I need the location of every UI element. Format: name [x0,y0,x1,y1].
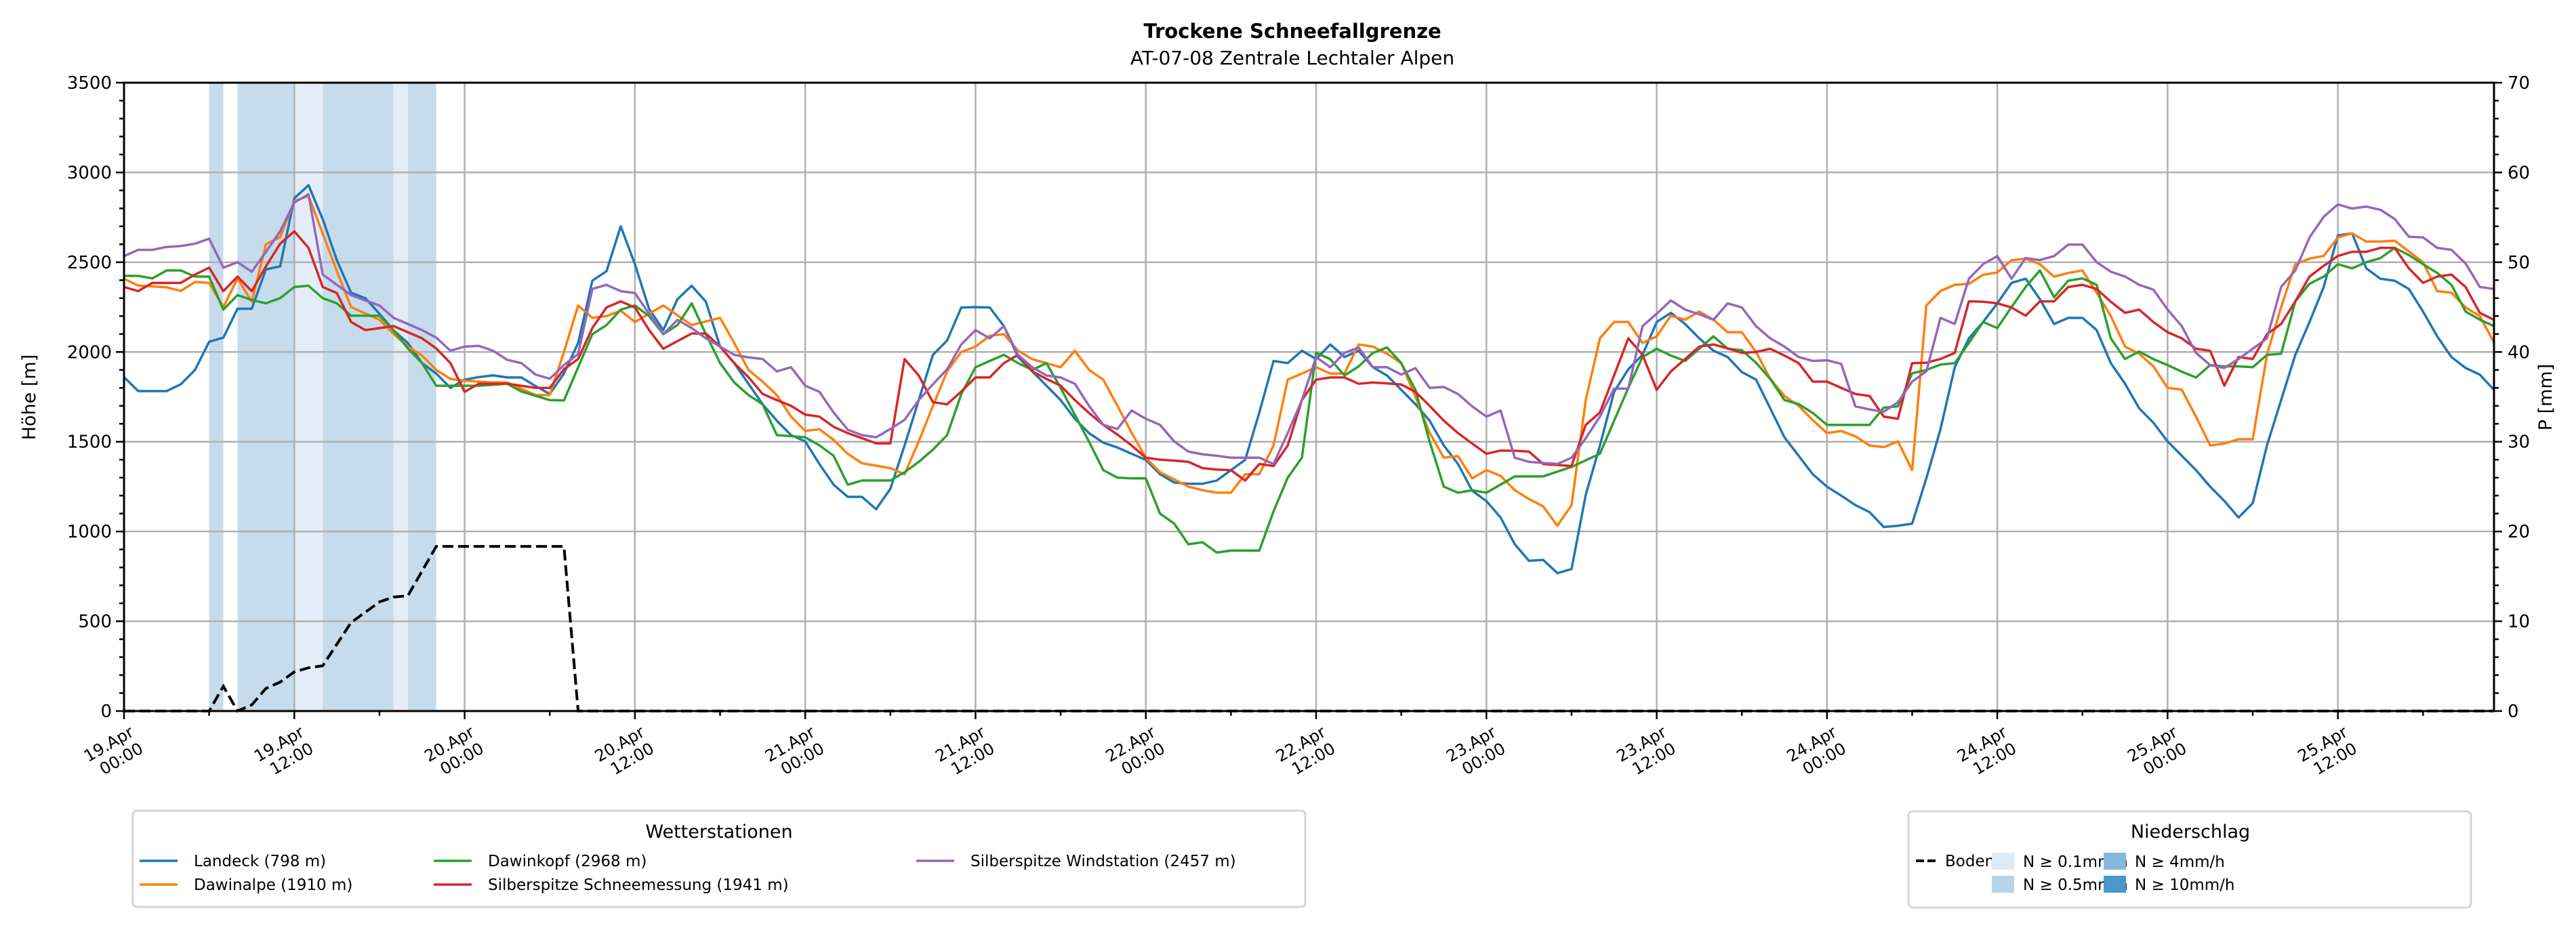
precip-level-label: N ≥ 4mm/h [2135,853,2225,871]
plot-area: 0 500 1000 1500 2000 2500 3000 3500 0 10 20 30 40 50 6… [67,73,2530,779]
y-tick-label: 2500 [67,253,112,273]
y-right-tick-label: 60 [2508,163,2530,183]
y-tick-label: 3500 [67,73,112,94]
y-right-tick-label: 40 [2508,342,2530,363]
precipitation-band [237,83,295,711]
series-line-4 [123,193,2495,466]
series-line-1 [123,195,2495,527]
precipitation-band [323,83,394,711]
y-axis-label: Höhe [m] [19,354,40,441]
precip-level-swatch [1992,876,2014,893]
precip-level-swatch [1992,853,2014,870]
boden-legend-label: Boden [1945,853,1995,870]
legend-label: Landeck (798 m) [194,853,326,870]
legend-frame [131,809,1307,908]
legend-label: Dawinalpe (1910 m) [194,876,352,894]
y-tick-label: 500 [78,612,112,632]
y-tick-label: 0 [100,702,112,722]
chart-title: Trockene Schneefallgrenze [1143,20,1441,43]
legend-title: Wetterstationen [645,822,792,843]
legend-title: Niederschlag [2131,822,2250,843]
legend-frame [1907,810,2472,909]
chart-subtitle: AT-07-08 Zentrale Lechtaler Alpen [1130,47,1454,69]
legend-label: Silberspitze Schneemessung (1941 m) [488,876,789,894]
y-right-tick-label: 30 [2508,432,2530,453]
plot-frame [123,81,2495,712]
precip-level-label: N ≥ 10mm/h [2135,876,2235,894]
y-tick-label: 3000 [67,163,112,183]
y-right-tick-label: 10 [2508,612,2530,632]
precip-level-swatch [2104,853,2126,870]
precipitation-band [209,83,224,711]
boden-line [124,545,2494,713]
y-axis-right-label: P [mm] [2535,364,2556,431]
precipitation-band [294,83,323,711]
y-tick-label: 2000 [67,342,112,363]
stations-legend: Wetterstationen Landeck (798 m) Dawinalpe … [131,809,1307,908]
precip-level-swatch [2104,876,2126,893]
series-line-3 [123,230,2495,482]
series-line-0 [123,184,2495,575]
series-line-2 [124,246,2495,554]
legend-label: Silberspitze Windstation (2457 m) [970,853,1236,870]
y-right-tick-label: 0 [2508,702,2519,722]
y-right-tick-label: 70 [2508,73,2530,94]
precipitation-band [393,83,408,711]
legend-label: Dawinkopf (2968 m) [488,853,647,870]
precipitation-band [407,83,436,711]
y-right-tick-label: 50 [2508,253,2530,273]
y-tick-label: 1500 [67,432,112,453]
y-tick-label: 1000 [67,522,112,542]
y-right-tick-label: 20 [2508,522,2530,542]
